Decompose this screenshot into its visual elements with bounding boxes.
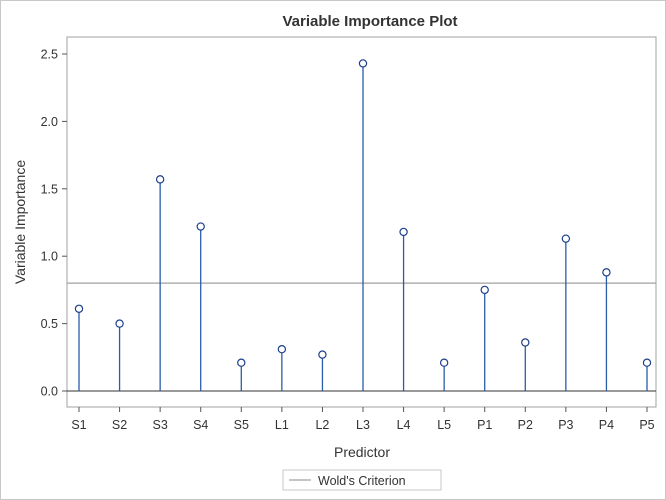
point-L4 [399, 227, 408, 237]
point-P1 [480, 285, 489, 295]
x-tick-label: L2 [315, 418, 329, 432]
x-tick-label: S4 [193, 418, 208, 432]
plot-frame [66, 36, 657, 408]
point-S4 [196, 222, 205, 231]
point-L2 [318, 350, 327, 359]
point-S1 [74, 304, 84, 313]
y-tick-label: 1.5 [41, 182, 58, 196]
x-tick-label: P2 [518, 418, 533, 432]
point-S2 [115, 319, 124, 328]
point-L3 [358, 59, 368, 68]
legend: Wold's Criterion [282, 469, 442, 491]
point-S5 [237, 358, 246, 367]
y-tick-label: 0.0 [41, 385, 58, 399]
x-axis-label: Predictor [334, 444, 390, 460]
x-tick-label: P4 [599, 418, 614, 432]
x-tick-label: S2 [112, 418, 127, 432]
y-tick-label: 2.5 [41, 48, 58, 62]
x-tick-label: P5 [639, 418, 654, 432]
x-tick-label: L1 [275, 418, 289, 432]
y-tick-label: 1.0 [41, 250, 58, 264]
x-tick-label: L3 [356, 418, 370, 432]
x-tick-label: P3 [558, 418, 573, 432]
point-P4 [602, 268, 611, 277]
y-tick-label: 0.5 [41, 317, 58, 331]
point-P5 [642, 358, 652, 367]
x-tick-label: S5 [234, 418, 249, 432]
legend-label: Wold's Criterion [318, 474, 406, 488]
point-P3 [561, 234, 571, 243]
point-P2 [521, 338, 530, 347]
x-tick-label: L4 [397, 418, 411, 432]
chart-title: Variable Importance Plot [282, 13, 457, 30]
point-S3 [155, 175, 165, 184]
x-tick-label: P1 [477, 418, 492, 432]
y-axis-label: Variable Importance [12, 160, 28, 284]
x-tick-label: L5 [437, 418, 451, 432]
point-L1 [277, 345, 287, 354]
legend-box [282, 469, 442, 491]
y-tick-label: 2.0 [41, 115, 58, 129]
x-tick-label: S1 [71, 418, 86, 432]
point-L5 [439, 358, 449, 367]
x-tick-label: S3 [152, 418, 167, 432]
